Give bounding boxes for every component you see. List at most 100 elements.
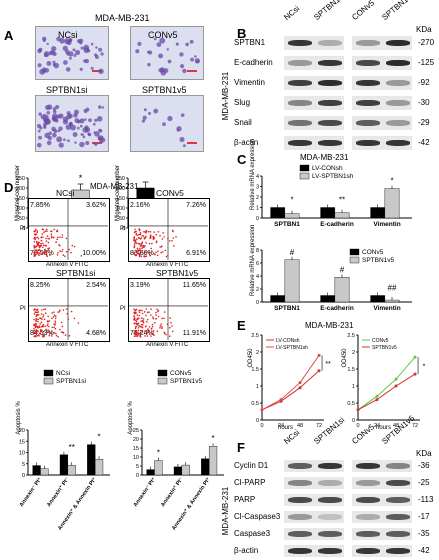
migrated-cell [72,132,78,137]
panel-a-chart-2-tick-label: 50 [119,216,125,222]
panel-e-chart-1-significance-mark: ** [325,361,331,368]
panel-f-kda-label: KDa [416,449,432,458]
panel-c-chart-2-tick-label: 4 [256,274,259,280]
flow-event-dot [147,329,150,332]
panel-d-chart-2-legend-label: CONv5 [170,370,192,377]
flow-event-dot [53,323,55,325]
flow-event-dot [145,235,147,238]
flow-event-dot [138,254,141,257]
flow-event-dot [143,253,146,255]
flow-event-dot [138,332,140,335]
panel-b-blot-strip [352,56,412,70]
flow-event-dot [155,314,157,316]
flow-event-dot [50,236,53,239]
flow-event-dot [56,254,59,256]
panel-f-band [288,480,312,486]
migrated-cell [93,142,98,146]
migrated-cell [77,126,80,130]
panel-c-chart-2-legend-label: SPTBN1v5 [362,257,395,264]
migrated-cell [51,46,57,52]
migrated-cell [46,60,52,66]
flow-event-dot [161,238,164,240]
panel-a-chart-1-significance-mark: * [79,173,83,183]
flow-event-dot [77,322,80,324]
panel-e-chart-2-tick-label: 0.5 [347,401,355,407]
flow-event-dot [142,245,145,247]
migrated-cell [74,118,80,123]
flow-event-dot [134,335,137,337]
flow-event-dot [59,309,61,312]
panel-f-band [318,463,342,469]
migrated-cell [147,50,150,54]
flow-event-dot [43,335,46,337]
flow-event-dot [42,333,44,336]
flow-event-dot [42,330,45,333]
panel-f-blot-strip [352,511,412,523]
migrated-cell [79,67,83,71]
flow-event-dot [139,233,141,236]
flow-event-dot [50,332,53,335]
micrograph-label-conv5: CONv5 [148,30,178,40]
flow-event-dot [80,255,83,257]
migrated-cell [44,67,50,73]
panel-f-band [318,548,342,554]
panel-d-chart-2-tick-label: 5 [136,464,139,470]
flow-event-dot [157,230,160,233]
flow-event-dot [172,237,175,239]
panel-b-band [356,120,380,126]
flow-event-dot [65,308,68,310]
flow-event-dot [156,254,159,257]
flow-quadrant-value: 10.00% [82,250,106,257]
panel-b-band [386,100,410,106]
migrated-cell [148,112,151,115]
flow-event-dot [171,239,173,242]
flow-event-dot [140,237,143,239]
flow-event-dot [57,252,59,254]
flow-plot-title: NCsi [56,188,75,198]
migrated-cell [75,49,81,56]
panel-c-chart-2-legend-swatch [349,256,360,264]
panel-d-chart-1-tick-label: 20 [19,428,25,434]
flow-event-dot [141,247,143,249]
panel-f-kda-marker: -113 [418,495,434,504]
migrated-cell [73,113,78,118]
flow-event-dot [39,323,41,325]
flow-event-dot [138,255,141,258]
flow-event-dot [33,318,35,321]
flow-event-dot [162,251,164,253]
panel-f-band [318,497,342,503]
panel-e-chart-1-x-tick-label: 24 [278,423,284,429]
panel-a-chart-1-tick-label: 50 [19,216,25,222]
flow-event-dot [139,329,142,332]
panel-d-chart-1-legend-label: NCsi [56,370,70,377]
flow-event-dot [134,332,136,335]
migrated-cell [62,119,69,125]
flow-event-dot [33,329,36,332]
flow-event-dot [169,317,171,319]
migrated-cell [158,53,164,59]
panel-b-band [288,140,312,146]
panel-f-band [386,531,410,537]
flow-event-dot [152,316,154,318]
flow-event-dot [135,325,138,328]
flow-event-dot [60,331,63,333]
panel-e-chart-1-series-line [261,355,320,411]
flow-event-dot [59,250,61,252]
panel-f-row-label: Cl-Caspase3 [234,512,281,521]
panel-c-chart-2-significance-mark: # [290,248,295,257]
flow-event-dot [133,335,136,337]
flow-event-dot [134,228,136,231]
migrated-cell [159,37,166,44]
flow-event-dot [36,231,38,234]
flow-event-dot [33,253,35,256]
flow-event-dot [150,335,152,337]
flow-event-dot [42,324,45,326]
flow-event-dot [133,312,136,315]
panel-a-chart-2-tick-label: 150 [116,196,125,202]
migrated-cell [195,60,199,64]
panel-f-blot-strip [284,460,344,472]
flow-event-dot [155,233,158,236]
flow-quadrant-value: 73.24% [130,330,154,337]
flow-event-dot [35,245,38,248]
flow-event-dot [149,236,152,239]
